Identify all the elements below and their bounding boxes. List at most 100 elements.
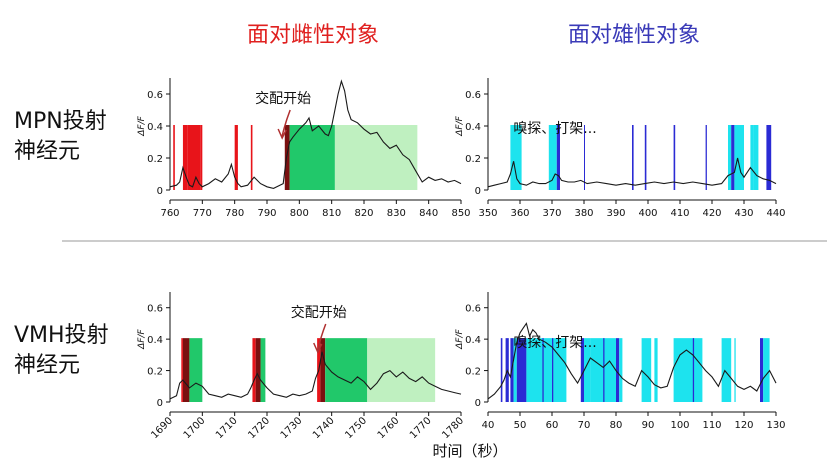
header-male: 面对雄性对象 — [568, 23, 700, 48]
annotation-arrowhead — [313, 342, 323, 354]
annotation-arrow — [317, 323, 327, 351]
y-axis-label: ΔF/F — [137, 329, 147, 350]
behavior-band — [673, 338, 703, 402]
x-tick-label: 1710 — [214, 415, 240, 441]
y-tick-label: 0 — [157, 398, 163, 409]
behavior-band — [289, 125, 335, 190]
behavior-band — [182, 338, 190, 402]
behavior-band — [750, 125, 754, 190]
behavior-band — [763, 338, 770, 402]
x-tick-label: 60 — [546, 420, 559, 431]
row-label-mpn-line1: MPN投射 — [14, 109, 107, 134]
behavior-band — [705, 125, 707, 190]
behavior-band — [187, 125, 201, 190]
behavior-band — [721, 338, 732, 402]
behavior-band — [542, 338, 544, 402]
y-tick-label: 0.2 — [465, 154, 481, 165]
x-tick-label: 1770 — [408, 415, 434, 441]
behavior-band — [584, 338, 591, 402]
behavior-band — [692, 338, 695, 402]
x-axis-label: 时间（秒） — [432, 442, 507, 460]
behavior-band — [734, 125, 744, 190]
y-tick-label: 0 — [157, 186, 163, 197]
y-tick-label: 0.6 — [147, 90, 163, 101]
annotation-mating-start: 交配开始 — [291, 304, 347, 321]
header-female: 面对雌性对象 — [247, 23, 379, 48]
y-tick-label: 0.4 — [147, 122, 163, 133]
x-tick-label: 50 — [514, 420, 527, 431]
x-tick-label: 1740 — [311, 415, 337, 441]
behavior-band — [200, 125, 203, 190]
behavior-band — [284, 125, 290, 190]
row-label-vmh-line1: VMH投射 — [14, 323, 109, 348]
x-tick-label: 90 — [642, 420, 655, 431]
y-tick-label: 0 — [475, 186, 481, 197]
annotation-sniff-fight: 嗅探、打架... — [513, 334, 596, 351]
behavior-band — [753, 125, 759, 190]
x-tick-label: 100 — [670, 420, 689, 431]
behavior-band — [250, 125, 253, 190]
behavior-band — [260, 338, 266, 402]
annotation-arrowhead — [277, 128, 287, 140]
row-label-mpn-line2: 神经元 — [14, 139, 80, 164]
x-tick-label: 70 — [578, 420, 591, 431]
behavior-band — [181, 338, 183, 402]
x-tick-label: 410 — [670, 208, 689, 219]
x-tick-label: 1700 — [182, 415, 208, 441]
y-tick-label: 0.2 — [465, 367, 481, 378]
dff-trace — [487, 322, 777, 400]
behavior-band — [334, 125, 418, 190]
annotation-mating-start: 交配开始 — [255, 90, 311, 107]
x-tick-label: 1690 — [149, 415, 175, 441]
behavior-band — [325, 338, 368, 402]
behavior-band — [603, 338, 605, 402]
behavior-band — [526, 338, 567, 402]
x-tick-label: 790 — [257, 208, 276, 219]
behavior-band — [189, 338, 203, 402]
behavior-band — [367, 338, 436, 402]
behavior-band — [516, 338, 527, 402]
dff-trace — [169, 79, 462, 189]
y-tick-label: 0.6 — [147, 304, 163, 315]
behavior-band — [619, 338, 623, 402]
annotation-arrow — [281, 109, 291, 137]
behavior-band — [734, 338, 736, 402]
x-tick-label: 1720 — [246, 415, 272, 441]
x-tick-label: 130 — [766, 420, 785, 431]
chart-vmh-male: 0 0.2 0.4 0.6 ΔF/F 40 50 60 70 80 90 100 110 120 130 嗅探… — [455, 292, 786, 431]
chart-mpn-female: 0 0.2 0.4 0.6 ΔF/F 760 770 780 790 800 810 820 830 84… — [137, 78, 471, 219]
dff-trace — [169, 351, 462, 400]
x-tick-label: 350 — [478, 208, 497, 219]
annotation-sniff-fight: 嗅探、打架... — [513, 120, 596, 137]
behavior-band — [510, 125, 522, 190]
behavior-band — [548, 125, 557, 190]
y-tick-label: 0.2 — [147, 154, 163, 165]
chart-mpn-male: 0 0.2 0.4 0.6 ΔF/F 350 360 370 380 390 400 410 420 43… — [455, 78, 786, 219]
behavior-band — [173, 125, 175, 190]
x-tick-label: 840 — [419, 208, 438, 219]
behavior-band — [766, 125, 772, 190]
x-tick-label: 850 — [451, 208, 470, 219]
y-axis-label: ΔF/F — [137, 115, 147, 136]
x-tick-label: 760 — [160, 208, 179, 219]
y-tick-label: 0.4 — [147, 335, 163, 346]
x-tick-label: 770 — [193, 208, 212, 219]
dff-trace — [487, 157, 777, 188]
x-tick-label: 40 — [482, 420, 495, 431]
x-tick-label: 800 — [290, 208, 309, 219]
x-tick-label: 110 — [702, 420, 721, 431]
x-tick-label: 420 — [702, 208, 721, 219]
behavior-band — [182, 125, 188, 190]
x-tick-label: 370 — [542, 208, 561, 219]
y-axis-label: ΔF/F — [455, 115, 465, 136]
x-tick-label: 400 — [638, 208, 657, 219]
behavior-band — [513, 338, 517, 402]
x-tick-label: 830 — [387, 208, 406, 219]
behavior-band — [255, 338, 261, 402]
x-tick-label: 440 — [766, 208, 785, 219]
y-tick-label: 0.2 — [147, 367, 163, 378]
behavior-band — [616, 338, 620, 402]
behavior-band — [584, 125, 585, 190]
behavior-band — [654, 338, 658, 402]
